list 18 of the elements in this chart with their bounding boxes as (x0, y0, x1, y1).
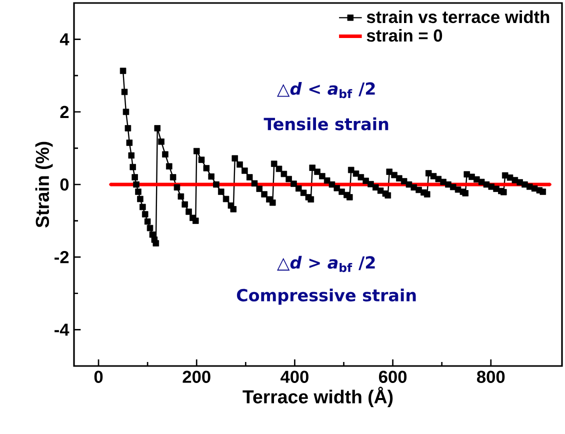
y-tick-label: 4 (60, 33, 70, 46)
annotation: Compressive strain (236, 288, 416, 305)
legend-label: strain vs terrace width (366, 10, 550, 24)
annotation: △d > a$_{bf}$ /2 (276, 256, 375, 272)
y-tick-label: -4 (54, 324, 70, 336)
y-tick-label: 0 (60, 178, 69, 191)
legend-label: strain = 0 (366, 28, 442, 42)
x-tick-label: 0 (94, 370, 103, 383)
y-tick-label: 2 (60, 106, 69, 118)
y-tick-label: -2 (54, 251, 69, 264)
x-tick-label: 800 (476, 370, 505, 383)
annotation: Tensile strain (264, 117, 388, 130)
x-axis-title: Terrace width (Å) (242, 386, 393, 408)
x-tick-label: 400 (280, 370, 308, 383)
y-axis-title: Strain (%) (35, 142, 53, 228)
annotation: △d < a$_{bf}$ /2 (276, 82, 375, 98)
x-tick-label: 200 (182, 370, 210, 383)
x-tick-label: 600 (378, 370, 407, 383)
